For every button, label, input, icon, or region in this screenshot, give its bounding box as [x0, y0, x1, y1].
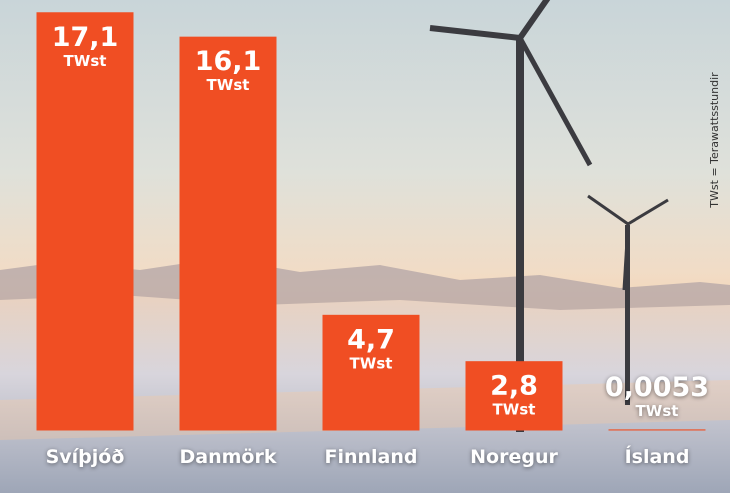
x-tick-label: Noregur	[470, 446, 558, 468]
x-tick-label: Danmörk	[180, 446, 277, 468]
chart: TWst = Terawattsstundir 17,1TWstSvíþjóð1…	[0, 0, 730, 493]
unit-label: TWst	[64, 52, 107, 70]
bar	[180, 37, 276, 430]
value-label: 16,1	[195, 46, 262, 77]
unit-label: TWst	[493, 401, 536, 419]
unit-label: TWst	[207, 76, 250, 94]
value-label: 2,8	[490, 371, 538, 402]
value-label: 17,1	[52, 22, 119, 53]
page: {"chart_data": {"type": "bar", "categori…	[0, 0, 730, 493]
annotation: TWst = Terawattsstundir	[708, 72, 721, 209]
value-label: 4,7	[347, 324, 395, 355]
value-label: 0,0053	[605, 372, 709, 403]
unit-label: TWst	[636, 402, 679, 420]
x-tick-label: Svíþjóð	[46, 446, 125, 468]
x-tick-label: Ísland	[625, 445, 690, 468]
unit-label: TWst	[350, 354, 393, 372]
bar	[37, 13, 133, 430]
x-tick-label: Finnland	[324, 446, 417, 468]
